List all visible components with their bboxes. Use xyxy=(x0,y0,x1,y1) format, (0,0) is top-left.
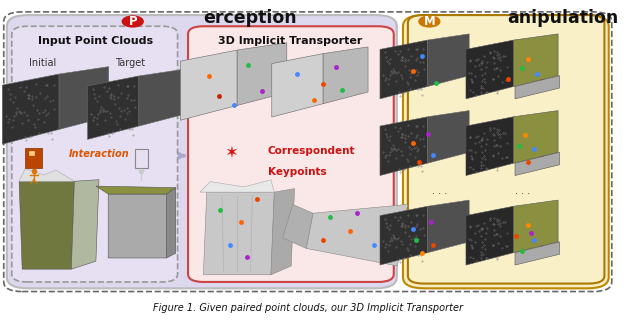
Text: · · ·: · · · xyxy=(432,189,447,199)
Polygon shape xyxy=(466,117,513,176)
Text: Figure 1. Given paired point clouds, our 3D Implicit Transporter: Figure 1. Given paired point clouds, our… xyxy=(153,303,463,314)
Polygon shape xyxy=(3,74,59,144)
Polygon shape xyxy=(166,188,176,258)
Text: Target: Target xyxy=(115,58,145,68)
Polygon shape xyxy=(515,76,559,99)
Text: Interaction: Interaction xyxy=(68,149,129,159)
FancyBboxPatch shape xyxy=(25,148,42,169)
Polygon shape xyxy=(271,189,294,275)
FancyBboxPatch shape xyxy=(188,26,394,282)
Text: Correspondent: Correspondent xyxy=(268,146,355,156)
Polygon shape xyxy=(19,181,74,269)
Text: Input Point Clouds: Input Point Clouds xyxy=(38,36,154,46)
Text: erception: erception xyxy=(204,9,297,27)
Circle shape xyxy=(122,16,143,27)
FancyBboxPatch shape xyxy=(29,151,35,156)
Polygon shape xyxy=(380,117,428,176)
Polygon shape xyxy=(108,194,170,258)
Text: Keypoints: Keypoints xyxy=(268,167,326,177)
Polygon shape xyxy=(19,169,74,181)
Polygon shape xyxy=(513,200,558,253)
FancyBboxPatch shape xyxy=(7,15,397,288)
Text: · · ·: · · · xyxy=(515,189,531,199)
Polygon shape xyxy=(428,111,469,163)
Polygon shape xyxy=(96,186,176,194)
Text: P: P xyxy=(129,15,137,28)
Text: 3D Implicit Transporter: 3D Implicit Transporter xyxy=(218,36,363,46)
Polygon shape xyxy=(466,206,513,265)
Polygon shape xyxy=(88,76,139,139)
Polygon shape xyxy=(515,242,559,265)
Polygon shape xyxy=(513,111,558,163)
Polygon shape xyxy=(204,192,275,275)
Polygon shape xyxy=(466,40,513,99)
Text: M: M xyxy=(424,15,435,28)
Polygon shape xyxy=(59,67,109,129)
FancyBboxPatch shape xyxy=(403,15,609,288)
FancyBboxPatch shape xyxy=(12,26,177,282)
Text: ✶: ✶ xyxy=(224,143,238,161)
Polygon shape xyxy=(139,69,184,126)
Polygon shape xyxy=(380,206,428,265)
Polygon shape xyxy=(306,204,408,266)
Text: Initial: Initial xyxy=(29,58,56,68)
Circle shape xyxy=(419,16,440,27)
Polygon shape xyxy=(428,200,469,253)
Polygon shape xyxy=(515,152,559,176)
Polygon shape xyxy=(237,43,287,105)
Polygon shape xyxy=(428,34,469,86)
Polygon shape xyxy=(272,54,323,117)
Polygon shape xyxy=(323,47,368,104)
Text: anipulation: anipulation xyxy=(508,9,619,27)
Polygon shape xyxy=(380,40,428,99)
Polygon shape xyxy=(180,50,237,120)
FancyBboxPatch shape xyxy=(408,15,604,283)
Polygon shape xyxy=(71,180,99,269)
Polygon shape xyxy=(283,204,313,248)
Polygon shape xyxy=(513,34,558,86)
Polygon shape xyxy=(200,180,275,192)
